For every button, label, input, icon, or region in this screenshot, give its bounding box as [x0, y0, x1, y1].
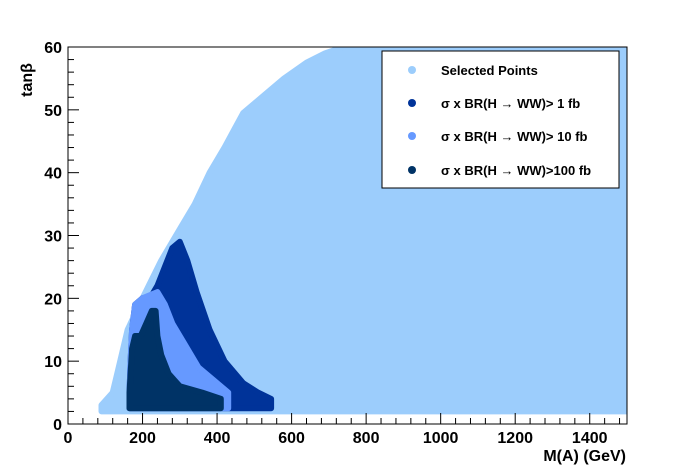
- legend-label-0: Selected Points: [441, 63, 538, 78]
- x-tick-label: 800: [353, 430, 380, 447]
- tick-labels: 0 200 400 600 800 1000 1200 1400 0 10 20 30 40 50 60: [44, 40, 607, 447]
- x-tick-label: 1200: [497, 430, 533, 447]
- x-tick-label: 1400: [572, 430, 608, 447]
- legend-marker-2: [408, 132, 416, 140]
- series-region-3: [126, 307, 224, 412]
- legend-box: [381, 50, 620, 189]
- legend-marker-0: [408, 66, 416, 74]
- y-tick-label: 10: [44, 354, 62, 371]
- x-tick-label: 400: [204, 430, 231, 447]
- axis-ticks: [67, 46, 621, 425]
- y-tick-label: 20: [44, 291, 62, 308]
- legend-label-2: σ x BR(H → WW)> 10 fb: [441, 129, 588, 144]
- y-axis-title: tanβ: [19, 63, 36, 97]
- x-tick-label: 1000: [423, 430, 459, 447]
- y-tick-label: 60: [44, 40, 62, 57]
- legend-marker-1: [408, 99, 416, 107]
- x-tick-label: 200: [129, 430, 156, 447]
- x-tick-label: 0: [64, 430, 73, 447]
- y-tick-label: 40: [44, 166, 62, 183]
- legend-label-3: σ x BR(H → WW)>100 fb: [441, 163, 591, 178]
- legend-label-1: σ x BR(H → WW)> 1 fb: [441, 96, 580, 111]
- x-tick-label: 600: [278, 430, 305, 447]
- legend: Selected Points σ x BR(H → WW)> 1 fb σ x B…: [381, 50, 620, 189]
- x-axis-title: M(A) (GeV): [543, 448, 626, 465]
- y-tick-label: 50: [44, 103, 62, 120]
- legend-marker-3: [408, 166, 416, 174]
- y-tick-label: 30: [44, 229, 62, 246]
- y-tick-label: 0: [53, 417, 62, 434]
